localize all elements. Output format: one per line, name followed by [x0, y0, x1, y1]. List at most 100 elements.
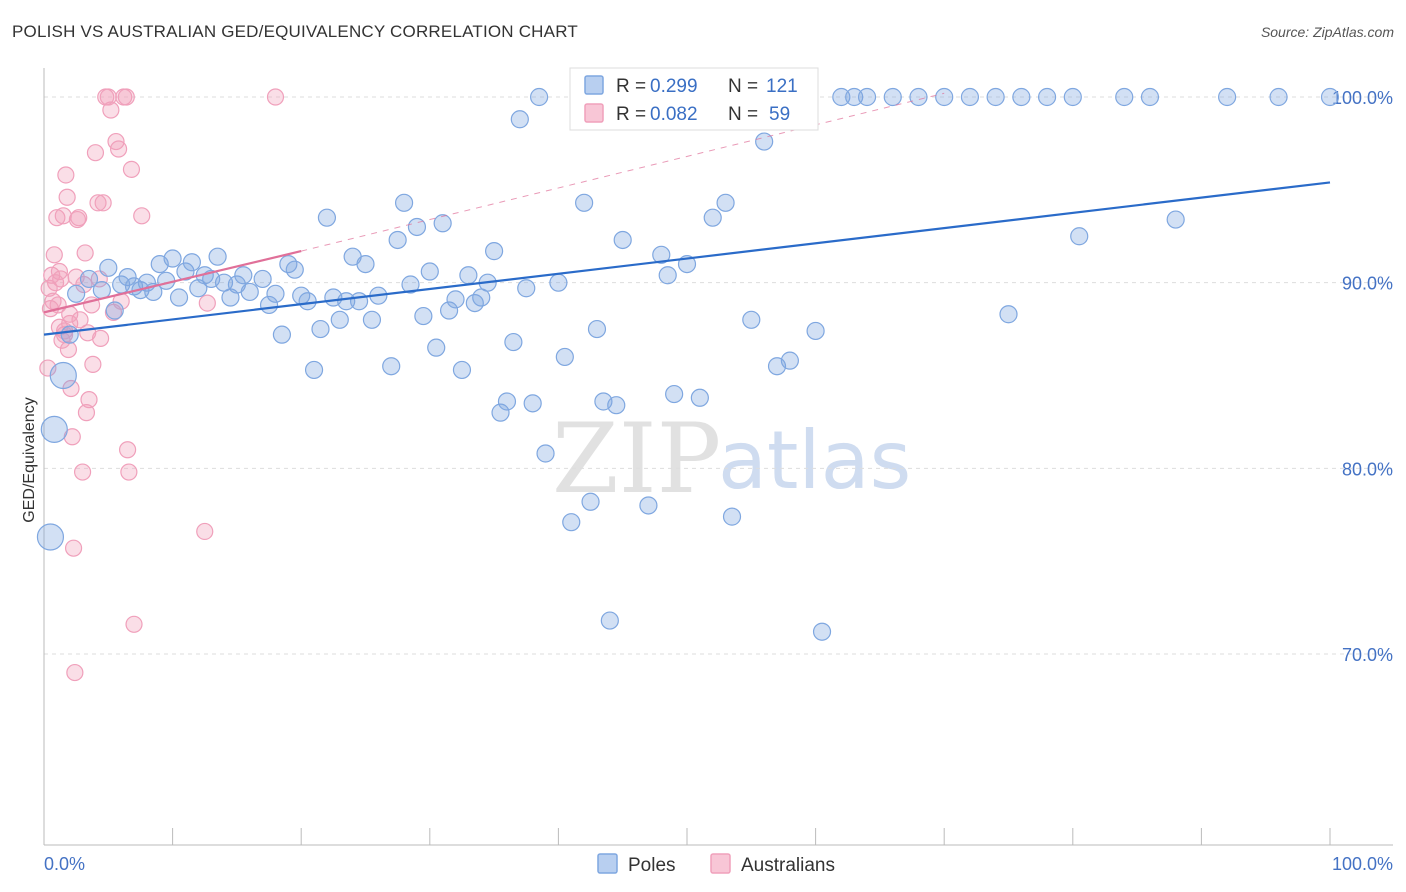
- australians-point: [91, 329, 110, 347]
- poles-point: [536, 444, 555, 463]
- poles-point: [240, 282, 259, 302]
- poles-point: [549, 273, 568, 292]
- poles-point: [523, 394, 542, 413]
- australians-point: [125, 615, 143, 633]
- poles-point: [986, 87, 1005, 107]
- legend-poles-r-label: R =: [616, 76, 646, 97]
- australians-point: [89, 194, 107, 212]
- poles-point: [722, 507, 742, 526]
- poles-point: [420, 262, 439, 281]
- australians-point: [50, 262, 69, 281]
- poles-point: [909, 87, 928, 107]
- bottom-legend-australians-swatch: [710, 853, 731, 874]
- poles-point: [36, 523, 65, 551]
- poles-point: [317, 208, 337, 227]
- australians-point: [198, 294, 216, 312]
- poles-point: [652, 245, 671, 264]
- poles-point: [356, 255, 375, 274]
- poles-point: [639, 496, 658, 515]
- poles-point: [703, 208, 722, 227]
- poles-point: [665, 384, 684, 404]
- australians-point: [64, 539, 83, 557]
- legend-frame: [569, 67, 819, 131]
- poles-point: [272, 325, 292, 344]
- poles-point: [208, 247, 227, 266]
- poles-point: [1166, 210, 1185, 229]
- bottom-legend: Poles Australians: [597, 853, 835, 876]
- poles-point: [581, 492, 600, 511]
- australians-point: [122, 160, 141, 179]
- poles-point: [1115, 87, 1134, 107]
- poles-point: [530, 87, 549, 107]
- poles-trend-line: [43, 181, 1331, 336]
- poles-point: [433, 214, 452, 233]
- poles-point: [806, 321, 825, 341]
- bottom-legend-australians-label: Australians: [741, 855, 835, 876]
- poles-point: [407, 217, 427, 237]
- y-tick-label: 80.0%: [1342, 459, 1393, 479]
- poles-point: [845, 87, 864, 107]
- x-axis-ticks: [43, 828, 1331, 845]
- australians-point: [45, 246, 63, 264]
- poles-point: [1218, 87, 1237, 107]
- legend-australians-n-value: 59: [769, 104, 790, 125]
- poles-point: [575, 193, 594, 212]
- australians-trend-extension: [301, 92, 945, 252]
- poles-point: [304, 360, 324, 380]
- poles-point: [600, 611, 619, 630]
- poles-point: [742, 310, 761, 329]
- poles-point: [1320, 87, 1340, 107]
- australians-point: [120, 463, 138, 481]
- watermark-atlas: atlas: [718, 414, 911, 507]
- australians-point: [66, 663, 84, 682]
- poles-point: [883, 87, 902, 107]
- bottom-legend-poles-swatch: [597, 853, 618, 874]
- poles-point: [562, 513, 581, 532]
- poles-point: [832, 87, 851, 107]
- poles-point: [755, 132, 774, 151]
- australians-point: [133, 207, 151, 225]
- poles-point: [105, 301, 124, 320]
- australians-point: [75, 275, 93, 294]
- australians-point: [40, 279, 58, 297]
- poles-point: [401, 275, 420, 294]
- poles-point: [497, 392, 517, 411]
- legend-poles-r-value: 0.299: [650, 76, 698, 97]
- poles-point: [935, 87, 954, 107]
- poles-point: [555, 347, 574, 367]
- australians-point: [39, 359, 57, 377]
- poles-point: [67, 284, 86, 303]
- australians-point: [71, 311, 89, 329]
- y-tick-label: 90.0%: [1342, 274, 1393, 294]
- australians-trend-line: [43, 250, 302, 314]
- australians-point: [196, 522, 214, 541]
- poles-point: [1037, 87, 1057, 107]
- y-axis-label: GED/Equivalency: [21, 397, 38, 522]
- poles-point: [517, 279, 536, 298]
- y-axis-tick-labels: 70.0% 80.0% 90.0% 100.0%: [1332, 88, 1393, 665]
- australians-points: [39, 88, 285, 682]
- poles-point: [337, 292, 356, 311]
- poles-point: [253, 269, 272, 289]
- australians-point: [73, 463, 92, 481]
- poles-point: [452, 360, 472, 380]
- legend-box: R = 0.299 N = 121 R = 0.082 N = 59: [569, 67, 819, 131]
- poles-point: [613, 230, 632, 250]
- australians-point: [117, 88, 135, 106]
- poles-point: [607, 396, 626, 415]
- poles-point: [1063, 87, 1082, 107]
- y-tick-label: 70.0%: [1342, 645, 1393, 665]
- poles-point: [330, 310, 349, 329]
- x-tick-label-max: 100.0%: [1332, 854, 1393, 874]
- australians-point: [57, 166, 75, 184]
- poles-point: [1070, 227, 1089, 246]
- poles-point: [234, 266, 253, 285]
- poles-point: [510, 110, 529, 129]
- chart-source: Source: ZipAtlas.com: [1260, 24, 1394, 40]
- poles-point: [459, 266, 478, 285]
- australians-point: [86, 144, 105, 162]
- australians-point: [266, 88, 285, 106]
- poles-point: [999, 305, 1018, 324]
- poles-point: [1269, 87, 1288, 107]
